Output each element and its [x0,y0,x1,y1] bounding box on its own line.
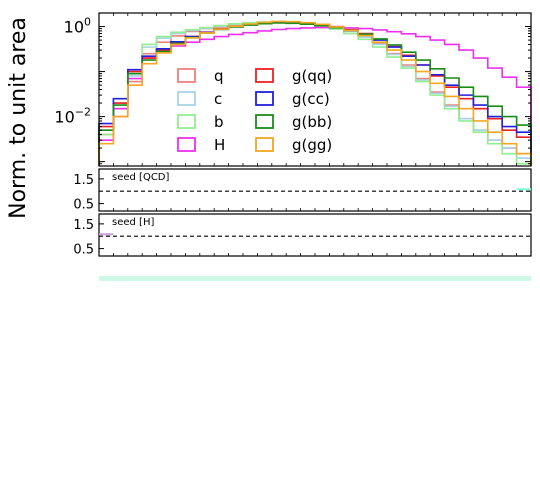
ratio-panel-label: seed [QCD] [112,172,169,183]
ratio-panel-label: seed [H] [112,217,154,228]
ratio-strip-third [99,276,531,281]
ratio-y-tick-label: 1.5 [73,173,94,188]
y-tick-label-1e0: 100 [64,16,91,37]
legend-label-g(gg): g(gg) [292,136,332,154]
ratio-strip-band [99,276,531,281]
legend-swatch-g(cc) [255,91,274,106]
ratio-y-tick-label: 0.5 [73,198,94,213]
legend-swatch-g(gg) [255,137,274,152]
ratio-panel-qcd: 1.5 0.5 seed [QCD] [73,168,532,213]
y-tick-label-1e-2: 10−2 [54,106,91,127]
legend-label-b: b [214,113,224,131]
ratio-y-tick-label: 0.5 [73,243,94,258]
ratio-y-tick-label: 1.5 [73,218,94,233]
y-axis-label: Norm. to unit area [6,17,31,219]
series-line-g(gg) [98,20,532,166]
legend-label-g(cc): g(cc) [292,90,330,108]
legend-swatch-g(qq) [255,68,274,83]
legend-swatch-q [177,68,196,83]
legend-label-q: q [214,67,224,85]
legend-swatch-H [177,137,196,152]
ratio-frame [98,213,532,257]
legend-label-H: H [214,136,225,154]
legend-label-g(qq): g(qq) [292,67,332,85]
legend-swatch-g(bb) [255,114,274,129]
ratio-panel-h: 1.5 0.5 seed [H] [73,213,532,258]
legend-label-g(bb): g(bb) [292,113,332,131]
legend-swatch-b [177,114,196,129]
legend-label-c: c [214,90,222,108]
legend-swatch-c [177,91,196,106]
